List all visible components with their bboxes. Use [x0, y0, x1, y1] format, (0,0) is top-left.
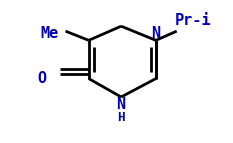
Text: O: O — [38, 71, 47, 86]
Text: H: H — [117, 111, 125, 124]
Text: N: N — [116, 97, 126, 112]
Text: Pr-i: Pr-i — [175, 13, 211, 28]
Text: N: N — [151, 26, 161, 41]
Text: Me: Me — [40, 26, 58, 41]
